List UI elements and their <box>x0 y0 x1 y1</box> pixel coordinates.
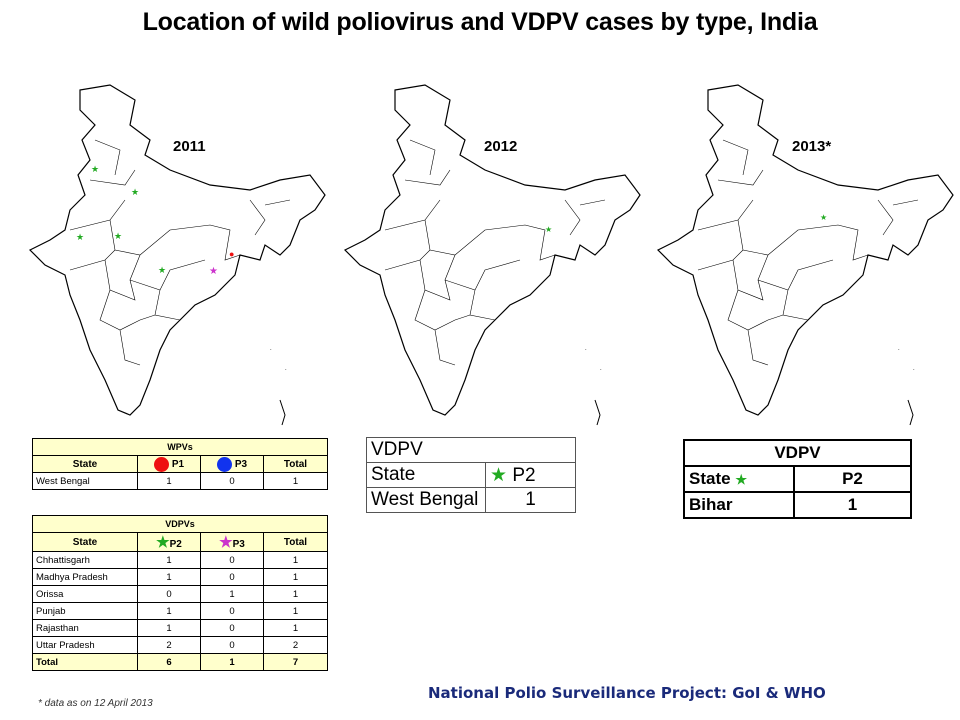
table-row: Rajasthan 1 0 1 <box>32 619 328 637</box>
vdpv-p2-legend-icon: ★ <box>735 472 747 487</box>
vdpv-table-2013: VDPV State ★ P2 Bihar 1 <box>683 439 912 519</box>
vdpv-table-2011: VDPVs State ★P2 ★P3 Total Chhattisgarh 1 0… <box>32 515 328 671</box>
table-caption: VDPVs <box>32 515 328 533</box>
col-header-p3: P3 <box>200 455 264 473</box>
wpv-table-2011: WPVs State P1 P3 Total West Bengal 1 0 1 <box>32 438 328 490</box>
data-note: * data as on 12 April 2013 <box>38 698 153 709</box>
col-header-total: Total <box>263 532 328 552</box>
col-header-total: Total <box>263 455 328 473</box>
col-header-p2: ★P2 <box>137 532 201 552</box>
vdpv-table-2012: VDPV State ★ P2 West Bengal 1 <box>366 437 576 513</box>
svg-text:.: . <box>270 346 272 352</box>
year-label-2011: 2011 <box>173 138 206 155</box>
year-label-2013: 2013* <box>792 138 832 155</box>
col-header-p2: ★ P2 <box>485 462 576 488</box>
svg-text:.: . <box>285 366 287 372</box>
table-row: Orissa 0 1 1 <box>32 585 328 603</box>
vdpv-p2-legend-icon: ★ <box>490 464 508 486</box>
col-header-p3: ★P3 <box>200 532 264 552</box>
vdpv-p2-marker: ★ <box>114 231 123 241</box>
page-title: Location of wild poliovirus and VDPV cas… <box>142 8 818 36</box>
india-map-2012: .. <box>343 84 641 426</box>
vdpv-p2-marker: ★ <box>820 213 828 222</box>
wpv-p1-marker: ● <box>229 249 235 259</box>
vdpv-p3-marker: ★ <box>209 266 218 277</box>
map-2012: .. ★ <box>325 80 645 430</box>
svg-text:.: . <box>913 366 915 372</box>
table-row: Madhya Pradesh 1 0 1 <box>32 568 328 586</box>
vdpv-p3-legend-icon: ★ <box>219 534 233 551</box>
vdpv-p2-marker: ★ <box>91 164 100 174</box>
vdpv-p2-marker: ★ <box>76 232 85 242</box>
table-row: Punjab 1 0 1 <box>32 602 328 620</box>
vdpv-p2-marker: ★ <box>545 225 553 234</box>
table-row: Uttar Pradesh 2 0 2 <box>32 636 328 654</box>
col-header-p1: P1 <box>137 455 201 473</box>
col-header-state: State <box>32 532 138 552</box>
india-map-2011: .. <box>28 84 326 426</box>
map-2013: .. ★ <box>638 80 958 430</box>
vdpv-p2-marker: ★ <box>131 187 140 197</box>
vdpv-p2-marker: ★ <box>158 265 167 275</box>
table-caption: VDPV <box>366 437 576 463</box>
india-map-2013: .. <box>656 84 954 426</box>
svg-text:.: . <box>898 346 900 352</box>
col-header-state: State ★ <box>683 465 795 493</box>
table-row: West Bengal 1 <box>366 487 576 513</box>
table-caption: WPVs <box>32 438 328 456</box>
col-header-state: State <box>366 462 486 488</box>
table-row: West Bengal 1 0 1 <box>32 472 328 490</box>
col-header-p2: P2 <box>793 465 912 493</box>
wpv-p3-legend-icon <box>216 456 232 472</box>
map-2011: .. ● ★ ★ ★ ★ ★ ★ <box>10 80 330 430</box>
wpv-p1-legend-icon <box>153 456 169 472</box>
table-total-row: Total 6 1 7 <box>32 653 328 671</box>
footer-credit: National Polio Surveillance Project: GoI… <box>428 684 826 702</box>
table-row: Chhattisgarh 1 0 1 <box>32 551 328 569</box>
year-label-2012: 2012 <box>484 138 518 155</box>
table-row: Bihar 1 <box>683 491 912 519</box>
col-header-state: State <box>32 455 138 473</box>
svg-text:.: . <box>585 346 587 352</box>
vdpv-p2-legend-icon: ★ <box>156 534 170 551</box>
svg-text:.: . <box>600 366 602 372</box>
table-caption: VDPV <box>683 439 912 467</box>
